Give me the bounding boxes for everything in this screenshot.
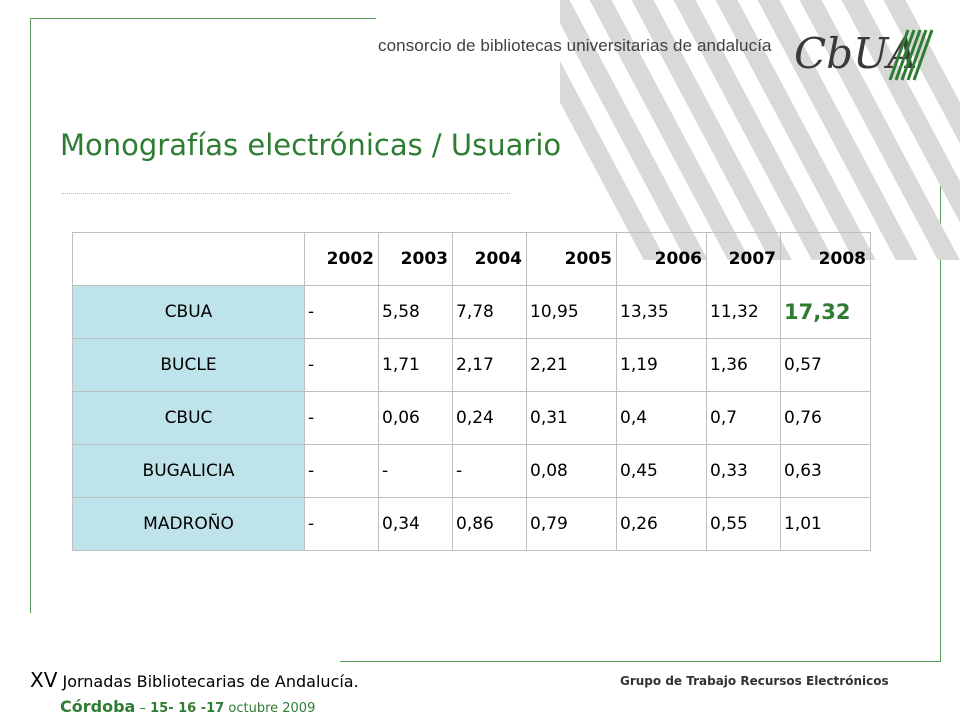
table-cell: - (304, 338, 379, 392)
table-cell: 0,79 (526, 497, 617, 551)
table-cell: 0,7 (706, 391, 781, 445)
table-row: BUCLE - 1,71 2,17 2,21 1,19 1,36 0,57 (72, 338, 871, 392)
footer-dates: 15- 16 -17 (150, 701, 225, 716)
table-cell: 0,63 (780, 444, 871, 498)
title-divider (62, 193, 510, 194)
table-cell: 1,19 (616, 338, 707, 392)
table-cell: 1,01 (780, 497, 871, 551)
table-cell: 0,86 (452, 497, 527, 551)
table-cell: 2,21 (526, 338, 617, 392)
table-cell: 0,4 (616, 391, 707, 445)
table-cell: 1,71 (378, 338, 453, 392)
footer-location: Córdoba – 15- 16 -17 octubre 2009 (60, 697, 315, 716)
footer-event: XV Jornadas Bibliotecarias de Andalucía. (30, 668, 359, 692)
table-cell: 0,57 (780, 338, 871, 392)
table-row: CBUC - 0,06 0,24 0,31 0,4 0,7 0,76 (72, 391, 871, 445)
year-header: 2005 (526, 232, 617, 286)
table-cell: 11,32 (706, 285, 781, 339)
row-label: MADROÑO (72, 497, 305, 551)
table-cell: 0,08 (526, 444, 617, 498)
data-table: 2002 2003 2004 2005 2006 2007 2008 CBUA … (72, 232, 871, 551)
cbua-logo: CbUA (794, 29, 934, 81)
table-cell: - (304, 444, 379, 498)
table-cell: - (304, 497, 379, 551)
row-label: CBUC (72, 391, 305, 445)
footer-dash: – (139, 701, 146, 716)
table-cell: 0,33 (706, 444, 781, 498)
year-header: 2007 (706, 232, 781, 286)
table-cell: 0,06 (378, 391, 453, 445)
footer-month-year: octubre 2009 (228, 701, 316, 716)
frame-left-line (30, 18, 31, 613)
table-cell: - (304, 285, 379, 339)
footer-xv: XV (30, 668, 58, 692)
footer-city: Córdoba (60, 697, 136, 716)
table-cell: 0,26 (616, 497, 707, 551)
consortium-name: consorcio de bibliotecas universitarias … (378, 36, 772, 55)
year-header: 2008 (780, 232, 871, 286)
table-cell: 7,78 (452, 285, 527, 339)
table-row: CBUA - 5,58 7,78 10,95 13,35 11,32 17,32 (72, 285, 871, 339)
table-cell: 0,34 (378, 497, 453, 551)
table-cell: 13,35 (616, 285, 707, 339)
frame-right-line (940, 172, 941, 662)
table-cell: 0,24 (452, 391, 527, 445)
table-cell: 0,45 (616, 444, 707, 498)
footer-group: Grupo de Trabajo Recursos Electrónicos (620, 674, 889, 688)
table-cell: 5,58 (378, 285, 453, 339)
row-label: BUGALICIA (72, 444, 305, 498)
highlighted-cell: 17,32 (780, 285, 871, 339)
table-row: MADROÑO - 0,34 0,86 0,79 0,26 0,55 1,01 (72, 497, 871, 551)
year-header: 2006 (616, 232, 707, 286)
year-header: 2003 (378, 232, 453, 286)
table-cell: 2,17 (452, 338, 527, 392)
table-cell: 0,31 (526, 391, 617, 445)
svg-text:CbUA: CbUA (794, 29, 917, 78)
row-label: BUCLE (72, 338, 305, 392)
table-row: BUGALICIA - - - 0,08 0,45 0,33 0,63 (72, 444, 871, 498)
table-cell: - (452, 444, 527, 498)
table-cell: 0,76 (780, 391, 871, 445)
footer-event-name: Jornadas Bibliotecarias de Andalucía. (62, 672, 359, 691)
frame-top-line (30, 18, 376, 19)
year-header: 2004 (452, 232, 527, 286)
table-cell: 10,95 (526, 285, 617, 339)
row-label: CBUA (72, 285, 305, 339)
table-cell: - (378, 444, 453, 498)
page-title: Monografías electrónicas / Usuario (60, 128, 562, 162)
year-header: 2002 (304, 232, 379, 286)
table-cell: - (304, 391, 379, 445)
frame-bottom-line (340, 661, 941, 662)
table-cell: 1,36 (706, 338, 781, 392)
table-header-row: 2002 2003 2004 2005 2006 2007 2008 (72, 232, 871, 286)
table-cell: 0,55 (706, 497, 781, 551)
table-corner-cell (72, 232, 305, 286)
